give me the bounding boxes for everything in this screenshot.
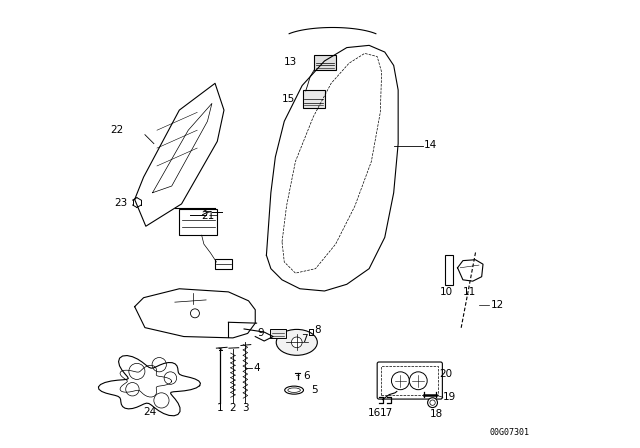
Text: 18: 18 — [429, 409, 443, 419]
Text: 00G07301: 00G07301 — [490, 428, 530, 438]
Text: 21: 21 — [202, 211, 215, 221]
Text: 10: 10 — [440, 288, 452, 297]
Text: 22: 22 — [110, 125, 124, 135]
FancyBboxPatch shape — [215, 259, 232, 269]
Text: 24: 24 — [143, 408, 156, 418]
FancyBboxPatch shape — [314, 55, 336, 70]
Ellipse shape — [288, 388, 300, 392]
Ellipse shape — [285, 386, 303, 394]
Text: 2: 2 — [230, 403, 236, 413]
Circle shape — [152, 358, 166, 372]
Text: 17: 17 — [380, 408, 393, 418]
Text: 20: 20 — [440, 369, 453, 379]
Ellipse shape — [276, 329, 317, 355]
Text: 8: 8 — [315, 325, 321, 335]
Text: 3: 3 — [242, 403, 249, 413]
Circle shape — [125, 383, 139, 396]
Circle shape — [430, 400, 435, 405]
Circle shape — [154, 393, 169, 408]
Text: 12: 12 — [491, 300, 504, 310]
FancyBboxPatch shape — [179, 209, 217, 235]
FancyBboxPatch shape — [377, 362, 442, 399]
Circle shape — [392, 372, 410, 390]
Circle shape — [191, 309, 200, 318]
Text: 13: 13 — [284, 57, 297, 67]
Text: 1: 1 — [217, 403, 224, 413]
Circle shape — [428, 398, 438, 408]
Text: 16: 16 — [368, 408, 381, 418]
FancyBboxPatch shape — [303, 90, 325, 108]
Text: —: — — [209, 211, 218, 220]
Text: 15: 15 — [282, 95, 296, 104]
FancyBboxPatch shape — [445, 255, 452, 285]
Text: 11: 11 — [463, 288, 476, 297]
Text: 6: 6 — [303, 371, 310, 381]
Text: 23: 23 — [114, 198, 127, 207]
Text: 5: 5 — [311, 385, 317, 395]
Text: 4: 4 — [254, 363, 260, 373]
Circle shape — [129, 363, 145, 379]
Text: 7: 7 — [301, 334, 308, 344]
FancyBboxPatch shape — [271, 328, 286, 338]
Circle shape — [164, 372, 177, 384]
Text: 9: 9 — [257, 327, 264, 337]
Circle shape — [291, 337, 302, 348]
Text: 14: 14 — [424, 140, 437, 150]
Circle shape — [410, 372, 427, 390]
Text: 19: 19 — [444, 392, 456, 402]
